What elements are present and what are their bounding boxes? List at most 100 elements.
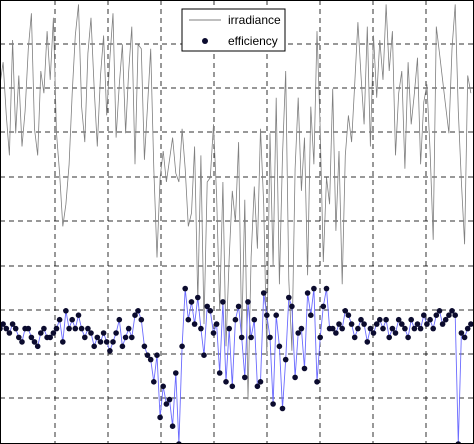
- series-efficiency-point-100: [311, 285, 317, 292]
- series-efficiency-point-66: [204, 303, 210, 310]
- series-efficiency-point-136: [424, 321, 430, 327]
- series-efficiency-point-25: [75, 312, 82, 319]
- series-efficiency-point-102: [317, 334, 324, 341]
- series-efficiency-point-54: [166, 396, 173, 403]
- series-efficiency-point-115: [358, 316, 364, 323]
- series-efficiency-point-47: [144, 352, 151, 359]
- series-efficiency-point-94: [292, 374, 298, 381]
- series-efficiency-point-98: [304, 290, 311, 296]
- series-efficiency-point-121: [377, 316, 383, 323]
- legend-efficiency-marker-sample: [202, 38, 208, 44]
- series-efficiency-point-133: [414, 321, 421, 327]
- series-efficiency-point-92: [286, 294, 292, 301]
- series-efficiency-point-113: [351, 334, 358, 341]
- series-efficiency-point-82: [254, 383, 261, 390]
- series-efficiency-point-76: [235, 303, 242, 310]
- series-efficiency-point-9: [25, 325, 32, 332]
- series-efficiency-point-17: [50, 330, 57, 336]
- series-efficiency-point-91: [282, 356, 289, 363]
- series-efficiency-point-36: [110, 339, 116, 345]
- series-efficiency-point-139: [433, 312, 440, 319]
- series-efficiency-point-80: [248, 334, 254, 341]
- series-efficiency-point-88: [273, 312, 280, 319]
- series-efficiency-point-81: [251, 316, 258, 323]
- series-efficiency-point-96: [298, 325, 305, 332]
- series-efficiency-point-64: [198, 325, 204, 332]
- series-efficiency-point-83: [257, 379, 264, 385]
- legend-box: [181, 8, 286, 52]
- series-efficiency-point-26: [78, 325, 85, 332]
- series-efficiency-point-2: [3, 325, 10, 332]
- series-efficiency-point-18: [53, 325, 60, 332]
- series-efficiency-point-11: [31, 339, 38, 345]
- series-efficiency-point-141: [439, 321, 446, 327]
- series-layer: [0, 4, 474, 444]
- series-efficiency-point-109: [339, 325, 346, 332]
- series-efficiency-point-131: [408, 316, 415, 323]
- series-efficiency-point-10: [28, 334, 35, 341]
- series-efficiency-point-138: [430, 325, 437, 332]
- series-efficiency-point-52: [160, 383, 166, 390]
- series-efficiency-point-34: [103, 339, 110, 345]
- series-efficiency-point-27: [82, 334, 88, 341]
- series-efficiency-point-122: [380, 325, 386, 332]
- series-efficiency-point-63: [195, 294, 201, 301]
- series-efficiency-point-67: [207, 308, 214, 314]
- series-efficiency-point-38: [116, 316, 123, 323]
- series-efficiency-point-86: [267, 334, 273, 341]
- series-efficiency-point-110: [342, 308, 349, 314]
- series-efficiency-point-116: [361, 321, 367, 327]
- series-efficiency-point-144: [449, 308, 455, 314]
- series-efficiency-point-132: [411, 325, 418, 332]
- series-efficiency-point-55: [169, 423, 176, 430]
- series-efficiency-point-140: [436, 308, 443, 314]
- series-efficiency-point-147: [458, 330, 465, 336]
- series-efficiency-point-35: [107, 348, 113, 354]
- series-efficiency-point-148: [461, 334, 468, 341]
- series-efficiency-point-145: [452, 312, 459, 319]
- series-efficiency-point-75: [232, 316, 239, 323]
- series-efficiency-point-97: [301, 365, 308, 372]
- series-efficiency-point-104: [323, 285, 330, 292]
- series-efficiency-point-106: [329, 325, 336, 332]
- series-efficiency-point-59: [182, 285, 188, 292]
- series-efficiency-point-50: [154, 352, 160, 359]
- series-efficiency-point-127: [395, 316, 402, 323]
- series-efficiency-point-143: [446, 312, 452, 319]
- series-efficiency-point-135: [421, 312, 427, 319]
- series-efficiency-point-123: [383, 316, 389, 323]
- series-efficiency-point-23: [69, 316, 75, 323]
- series-efficiency-point-72: [223, 379, 229, 385]
- series-efficiency-point-107: [333, 330, 339, 336]
- series-efficiency-point-65: [201, 352, 207, 359]
- series-efficiency-point-24: [72, 325, 79, 332]
- series-irradiance-line: [0, 4, 472, 400]
- series-efficiency-point-12: [34, 343, 41, 350]
- series-efficiency-point-126: [392, 330, 399, 336]
- series-efficiency-point-7: [19, 339, 25, 345]
- series-efficiency-point-42: [129, 334, 135, 341]
- series-efficiency-point-19: [56, 316, 63, 323]
- series-efficiency-point-117: [364, 339, 371, 345]
- series-efficiency-point-29: [88, 330, 94, 336]
- series-efficiency-point-134: [417, 325, 424, 332]
- series-efficiency-point-89: [276, 343, 283, 350]
- series-efficiency-point-30: [91, 343, 97, 350]
- legend-efficiency-label: efficiency: [228, 34, 278, 48]
- series-efficiency-point-60: [185, 316, 192, 323]
- series-efficiency-point-150: [468, 321, 474, 327]
- series-efficiency-point-112: [348, 321, 355, 327]
- series-efficiency-point-90: [279, 405, 286, 412]
- series-efficiency-point-45: [138, 316, 145, 323]
- series-efficiency-point-1: [0, 321, 6, 327]
- series-efficiency-point-14: [41, 325, 47, 332]
- series-efficiency-point-28: [85, 325, 91, 332]
- series-efficiency-point-119: [370, 330, 377, 336]
- series-efficiency-point-149: [464, 325, 471, 332]
- series-efficiency-point-49: [151, 379, 157, 385]
- series-efficiency-point-79: [245, 299, 251, 305]
- series-efficiency-point-103: [320, 303, 327, 310]
